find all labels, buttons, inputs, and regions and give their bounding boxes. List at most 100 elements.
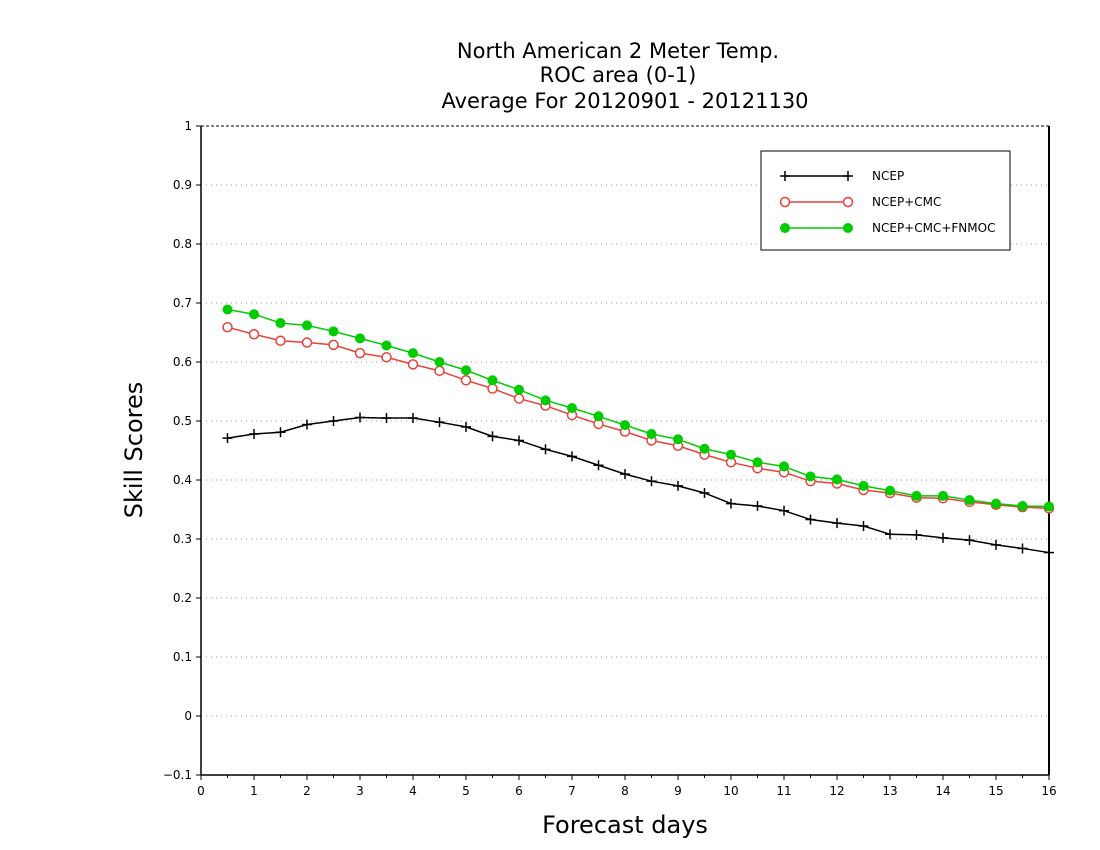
data-point xyxy=(991,539,1001,550)
data-point xyxy=(593,411,604,422)
data-point xyxy=(461,421,471,432)
data-point xyxy=(222,304,233,315)
data-point xyxy=(249,309,259,320)
x-tick-label: 16 xyxy=(1041,784,1056,798)
data-point xyxy=(699,487,710,498)
legend-item: NCEP xyxy=(780,169,904,183)
x-tick-label: 10 xyxy=(723,784,738,798)
data-point xyxy=(938,532,948,543)
data-point xyxy=(1044,501,1054,512)
series-ncep-cmc-fnmoc xyxy=(222,304,1054,512)
data-point xyxy=(514,435,524,446)
legend-box xyxy=(760,150,1011,251)
data-point xyxy=(381,340,392,351)
y-tick-label: 0.7 xyxy=(173,296,192,310)
series-layer xyxy=(222,304,1055,558)
data-point xyxy=(726,498,736,509)
x-tick-label: 4 xyxy=(409,784,417,798)
data-point xyxy=(407,359,419,370)
legend-label: NCEP+CMC+FNMOC xyxy=(872,221,995,235)
data-point xyxy=(408,413,418,424)
y-tick-label: 0.4 xyxy=(173,473,192,487)
x-tick-label: 2 xyxy=(303,784,311,798)
chart-subtitle: ROC area (0-1) xyxy=(540,63,697,87)
data-point xyxy=(752,500,763,511)
legend: NCEP NCEP+CMC NCEP+CMC+FNMOC xyxy=(760,150,1011,251)
data-point xyxy=(593,460,604,471)
data-point xyxy=(885,485,895,496)
data-point xyxy=(540,444,551,455)
legend-marker xyxy=(842,196,854,208)
data-point xyxy=(434,357,445,367)
y-axis-label: Skill Scores xyxy=(120,382,148,519)
data-point xyxy=(699,443,710,454)
data-point xyxy=(302,320,312,331)
x-tick-label: 1 xyxy=(250,784,258,798)
chart-title: North American 2 Meter Temp. xyxy=(457,39,779,63)
data-point xyxy=(567,451,577,462)
data-point xyxy=(1017,500,1028,511)
legend-marker xyxy=(780,223,790,233)
y-tick-label: 0.3 xyxy=(173,532,192,546)
series-line xyxy=(227,416,1050,554)
data-point xyxy=(381,352,392,363)
data-point xyxy=(434,417,445,428)
data-point xyxy=(779,505,789,516)
legend-marker xyxy=(780,171,790,181)
y-tick-label: 1 xyxy=(184,119,192,133)
data-point xyxy=(513,393,525,404)
data-point xyxy=(646,476,657,487)
legend-item: NCEP+CMC xyxy=(779,195,941,209)
data-point xyxy=(222,321,233,333)
x-tick-label: 15 xyxy=(988,784,1003,798)
data-point xyxy=(779,461,789,472)
legend-marker xyxy=(779,196,791,208)
y-tick-label: 0.5 xyxy=(173,414,192,428)
y-tick-label: 0.6 xyxy=(173,355,192,369)
data-point xyxy=(301,337,313,348)
data-point xyxy=(964,535,975,546)
y-tick-label: 0.8 xyxy=(173,237,192,251)
data-point xyxy=(805,471,816,482)
data-point xyxy=(487,431,498,442)
data-point xyxy=(487,375,498,386)
data-point xyxy=(434,365,445,377)
chart-titles: North American 2 Meter Temp. ROC area (0… xyxy=(441,39,808,113)
data-point xyxy=(460,375,472,386)
data-point xyxy=(646,428,657,439)
data-point xyxy=(354,347,366,359)
data-point xyxy=(991,498,1001,509)
x-tick-label: 5 xyxy=(462,784,470,798)
legend-label: NCEP xyxy=(872,169,904,183)
x-tick-label: 14 xyxy=(935,784,950,798)
data-point xyxy=(275,318,286,329)
data-point xyxy=(620,420,630,431)
data-point xyxy=(408,348,418,359)
data-point xyxy=(858,521,869,532)
x-tick-label: 3 xyxy=(356,784,364,798)
data-point xyxy=(355,412,365,423)
x-tick-label: 0 xyxy=(197,784,205,798)
data-point xyxy=(832,474,842,485)
data-point xyxy=(302,419,312,430)
legend-label: NCEP+CMC xyxy=(872,195,941,209)
data-point xyxy=(911,529,922,540)
data-point xyxy=(938,490,948,501)
data-point xyxy=(328,326,339,337)
data-point xyxy=(620,469,630,480)
data-point xyxy=(567,403,577,414)
data-point xyxy=(885,529,895,540)
data-point xyxy=(355,333,365,344)
data-point xyxy=(540,395,551,406)
y-tick-label: 0 xyxy=(184,709,192,723)
data-point xyxy=(275,427,286,438)
x-tick-label: 8 xyxy=(621,784,629,798)
grid-lines xyxy=(201,184,1049,717)
series-line xyxy=(227,326,1050,510)
data-point xyxy=(858,480,869,491)
data-point xyxy=(275,335,286,347)
data-point xyxy=(249,428,259,439)
data-point xyxy=(964,495,975,506)
data-point xyxy=(726,449,736,460)
